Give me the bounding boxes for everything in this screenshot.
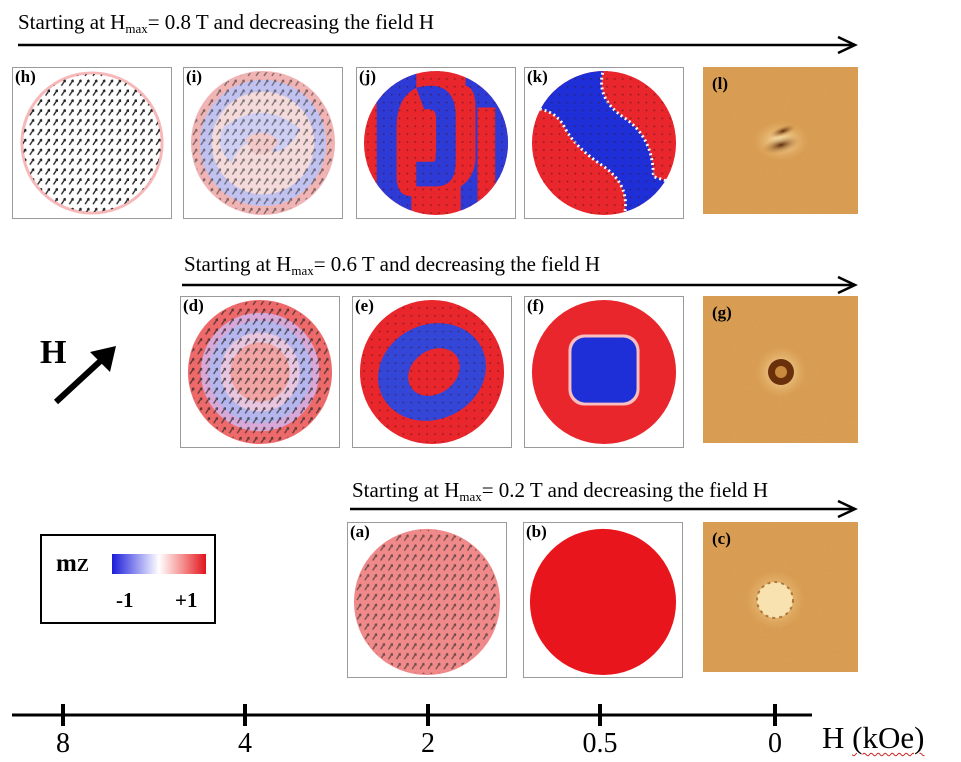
panel-j: (j) <box>356 67 516 219</box>
panel-f: (f) <box>524 296 684 448</box>
panel-e-magnetization <box>359 299 505 445</box>
panel-f-label: (f) <box>527 296 544 315</box>
panel-f-magnetization <box>531 299 677 445</box>
panel-c-label: (c) <box>712 529 731 548</box>
row-1-caption-sub: max <box>125 21 148 36</box>
row-1-caption-post: = 0.8 T and decreasing the field H <box>147 10 435 34</box>
axis-title: H (kOe) <box>822 722 924 753</box>
row-2-caption: Starting at Hmax= 0.6 T and decreasing t… <box>184 252 601 278</box>
panel-g-label: (g) <box>712 303 732 322</box>
axis-tick-label-4: 4 <box>238 728 252 759</box>
row-1-caption: Starting at Hmax= 0.8 T and decreasing t… <box>18 10 435 36</box>
panel-j-label: (j) <box>359 67 376 86</box>
panel-j-magnetization <box>363 70 509 216</box>
legend-max-label: +1 <box>175 588 198 612</box>
panel-d-magnetization <box>187 299 333 445</box>
axis-title-unit: (kOe) <box>852 720 925 755</box>
panel-b-magnetization <box>529 528 677 676</box>
row-1-caption-pre: Starting at H <box>18 10 126 34</box>
panel-l-label: (l) <box>712 74 729 93</box>
row-3-caption-post: = 0.2 T and decreasing the field H <box>481 478 769 502</box>
legend-min-label: -1 <box>116 588 134 612</box>
axis-tick-label-8: 8 <box>56 728 70 759</box>
legend-title-main: m <box>56 550 77 577</box>
panel-e: (e) <box>352 296 512 448</box>
panel-i-magnetization <box>190 70 336 216</box>
panel-k-label: (k) <box>527 67 548 86</box>
panel-a-label: (a) <box>350 522 370 541</box>
panel-c: (c) <box>703 522 858 672</box>
panel-l-mfm-image <box>703 67 858 214</box>
panel-b: (b) <box>523 522 683 678</box>
panel-h-magnetization <box>20 71 164 215</box>
panel-k-magnetization <box>531 70 677 216</box>
axis-title-symbol: H <box>822 720 853 755</box>
panel-d: (d) <box>180 296 340 448</box>
axis-tick-label-0.5: 0.5 <box>582 728 618 759</box>
panel-l: (l) <box>703 67 858 214</box>
row-2-caption-post: = 0.6 T and decreasing the field H <box>313 252 601 276</box>
colorbar-legend: mZ -1 +1 <box>40 534 216 624</box>
legend-title-sub: Z <box>76 555 89 575</box>
panel-k: (k) <box>524 67 684 219</box>
panel-h-label: (h) <box>15 67 36 86</box>
row-2-caption-sub: max <box>291 263 314 278</box>
axis-tick-label-0: 0 <box>768 728 782 759</box>
panel-b-label: (b) <box>526 522 547 541</box>
row-2-caption-pre: Starting at H <box>184 252 292 276</box>
panel-d-label: (d) <box>183 296 204 315</box>
panel-a-magnetization <box>353 528 501 676</box>
row-3-caption: Starting at Hmax= 0.2 T and decreasing t… <box>352 478 769 504</box>
legend-colorbar <box>112 554 206 574</box>
panel-e-label: (e) <box>355 296 374 315</box>
panel-h: (h) <box>12 67 172 219</box>
panel-c-mfm-image <box>703 522 858 672</box>
panel-g: (g) <box>703 296 858 443</box>
panel-i: (i) <box>183 67 343 219</box>
axis-tick-label-2: 2 <box>421 728 435 759</box>
row-3-caption-pre: Starting at H <box>352 478 460 502</box>
panel-a: (a) <box>347 522 507 678</box>
panel-g-mfm-image <box>703 296 858 443</box>
panel-i-label: (i) <box>186 67 203 86</box>
field-direction-label: H <box>40 334 67 371</box>
row-3-caption-sub: max <box>459 489 482 504</box>
legend-title: mZ <box>56 550 89 578</box>
